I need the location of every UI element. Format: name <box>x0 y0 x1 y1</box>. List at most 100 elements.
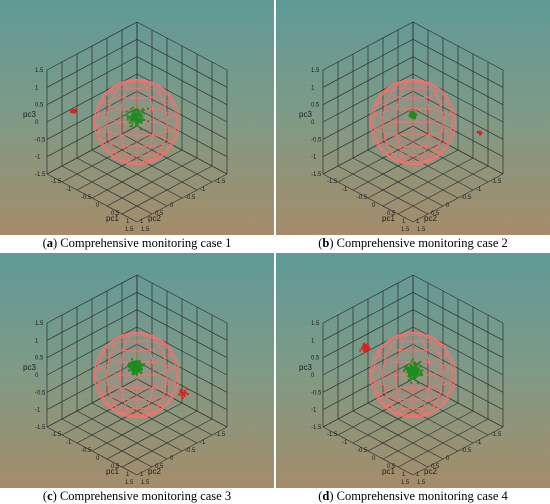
grid-line <box>46 39 138 88</box>
data-point <box>127 365 130 368</box>
y-tick-label: 1 <box>140 219 144 225</box>
data-point <box>134 362 137 365</box>
y-tick-label: 0.5 <box>155 211 164 217</box>
z-tick-label: 1.5 <box>35 321 44 327</box>
data-point <box>413 117 416 120</box>
data-point <box>128 116 131 119</box>
data-point <box>411 366 414 369</box>
sphere-outline <box>369 78 457 166</box>
data-point <box>142 109 145 112</box>
y-tick-label: 1 <box>140 472 144 478</box>
data-point <box>409 370 412 373</box>
data-point <box>414 364 417 367</box>
data-point <box>135 121 138 124</box>
z-tick-label: -1 <box>311 408 317 414</box>
x-tick-label: 0 <box>372 203 376 209</box>
data-point <box>411 358 414 361</box>
x-axis-label: pc1 <box>382 467 395 476</box>
data-point <box>413 362 416 365</box>
data-point <box>409 364 412 367</box>
data-point <box>364 344 367 347</box>
sphere-latitude <box>399 333 427 343</box>
data-point <box>181 396 184 399</box>
x-tick-label: 0.5 <box>387 211 396 217</box>
x-tick-label: 1 <box>126 219 130 225</box>
panel-d: -1.5 -1.5 -1.5 -1 -1 -1 -0.5 -0.5 -0.5 0 0 0 0.5 0.5 0… <box>276 253 550 504</box>
data-point <box>415 371 418 374</box>
data-point <box>136 120 139 123</box>
grid-line <box>322 426 414 476</box>
data-point <box>362 346 365 349</box>
data-point <box>182 392 185 395</box>
data-point <box>415 364 418 367</box>
z-tick-label: -0.5 <box>35 390 46 396</box>
grid-line <box>412 173 504 223</box>
data-point <box>178 393 181 396</box>
panel-a: -1.5 -1.5 -1.5 -1 -1 -1 -0.5 -0.5 -0.5 0 0 0 0.5 0.5 0… <box>0 0 274 251</box>
series-1 <box>476 130 483 136</box>
data-point <box>409 377 412 380</box>
data-point <box>409 112 412 115</box>
sphere-latitude <box>111 398 163 416</box>
grid-line <box>136 274 228 324</box>
data-point <box>136 114 139 117</box>
x-tick-label: 1.5 <box>417 480 426 486</box>
data-point <box>73 109 76 112</box>
x-tick-label: -1.5 <box>51 432 62 438</box>
data-point <box>132 110 135 113</box>
data-point <box>413 366 416 369</box>
data-point <box>406 368 409 371</box>
data-point <box>179 391 182 394</box>
series-0 <box>121 106 150 131</box>
data-point <box>180 391 183 394</box>
data-point <box>480 132 483 135</box>
z-tick-label: -1.5 <box>311 425 322 431</box>
y-tick-label: 1 <box>416 472 420 478</box>
data-point <box>420 365 423 368</box>
grid-line <box>322 274 414 324</box>
data-point <box>133 116 136 119</box>
data-point <box>73 111 76 114</box>
data-point <box>415 373 418 376</box>
sphere-latitude <box>102 386 172 410</box>
data-point <box>421 373 424 376</box>
y-tick-label: 0 <box>170 203 174 209</box>
x-tick-label: 1 <box>126 472 130 478</box>
grid-line <box>136 21 228 71</box>
series-0 <box>403 358 424 385</box>
data-point <box>137 121 140 124</box>
data-point <box>134 365 137 368</box>
y-tick-label: -0.5 <box>185 448 196 454</box>
data-point <box>140 114 143 117</box>
y-tick-label: 0 <box>446 203 450 209</box>
grid-line <box>412 274 504 324</box>
data-point <box>128 362 131 365</box>
data-point <box>137 109 140 112</box>
data-point <box>131 106 134 109</box>
data-point <box>135 115 138 118</box>
grid-line <box>46 173 138 223</box>
y-tick-label: 1.5 <box>125 227 134 233</box>
data-point <box>183 394 186 397</box>
sphere-latitude <box>387 145 439 163</box>
x-tick-label: 1.5 <box>141 480 150 486</box>
data-point <box>140 120 143 123</box>
data-point <box>136 367 139 370</box>
sphere-latitude <box>378 133 448 157</box>
data-point <box>413 373 416 376</box>
data-point <box>135 367 138 370</box>
data-point <box>409 376 412 379</box>
data-point <box>409 367 412 370</box>
data-point <box>70 109 73 112</box>
data-point <box>412 117 415 120</box>
grid-line <box>136 292 228 341</box>
data-point <box>136 118 139 121</box>
y-tick-label: 0.5 <box>155 464 164 470</box>
x-tick-label: -1.5 <box>327 179 338 185</box>
grid-line <box>136 173 228 223</box>
data-point <box>414 370 417 373</box>
sphere-latitude <box>399 80 427 90</box>
data-point <box>131 118 134 121</box>
data-point <box>366 343 369 346</box>
series-0 <box>408 110 418 120</box>
